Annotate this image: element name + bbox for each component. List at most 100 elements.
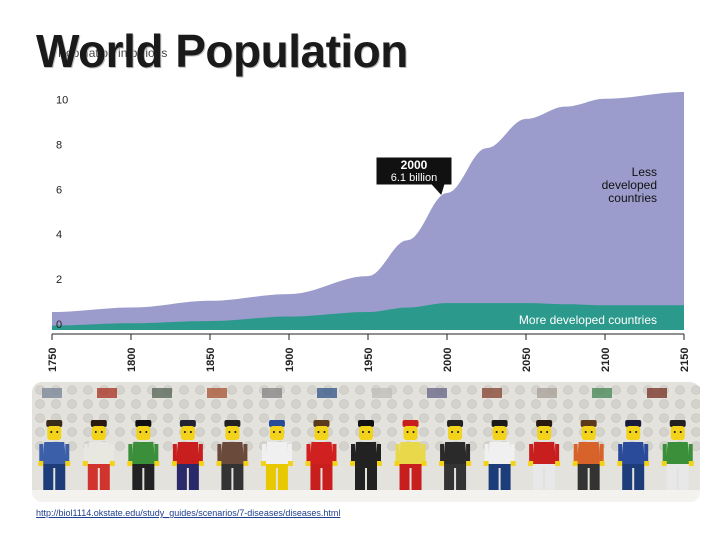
figure-eye — [368, 431, 370, 433]
figure-hand — [439, 461, 445, 466]
stud — [691, 413, 700, 423]
figure-hips — [355, 464, 377, 468]
stud — [515, 413, 525, 423]
figure-eye — [317, 431, 320, 433]
stud — [243, 413, 253, 423]
figure-hand — [305, 461, 311, 466]
figure-eye — [590, 431, 593, 433]
stud — [515, 427, 525, 437]
stud — [115, 441, 125, 451]
stud — [515, 399, 525, 409]
figure-leg — [367, 468, 377, 490]
figure-arm — [466, 444, 471, 462]
y-tick-layer: 0 2 4 6 8 10 — [56, 94, 68, 331]
figure-eye — [451, 431, 454, 433]
figure-hips — [399, 464, 422, 468]
figure-arm — [172, 444, 177, 462]
stud — [227, 399, 237, 409]
stud — [195, 413, 205, 423]
stud — [419, 399, 429, 409]
figure-head — [448, 426, 463, 440]
accent-brick — [317, 388, 337, 398]
stud — [467, 427, 477, 437]
figure-hips — [488, 464, 511, 468]
accent-brick — [427, 388, 447, 398]
stud — [67, 385, 77, 395]
stud — [67, 427, 77, 437]
stud — [435, 427, 445, 437]
figure-eye — [183, 431, 186, 433]
stud — [403, 399, 413, 409]
stud — [675, 399, 685, 409]
stud — [83, 385, 93, 395]
figure-hips — [43, 464, 66, 468]
stud — [483, 399, 493, 409]
stud — [339, 427, 349, 437]
figure-hand — [644, 461, 650, 466]
figure-head — [269, 426, 284, 440]
stud — [691, 399, 700, 409]
figure-arm — [377, 444, 381, 462]
stud — [243, 427, 253, 437]
figure-arm — [65, 444, 70, 462]
figure-head — [626, 426, 641, 440]
figure-torso — [220, 442, 245, 464]
figure-hand — [688, 461, 694, 466]
figure-hand — [466, 461, 472, 466]
figure-head — [91, 426, 106, 440]
figure-hand — [198, 461, 204, 466]
stud — [531, 399, 541, 409]
figure-eye — [234, 431, 237, 433]
figure-arm — [618, 444, 623, 462]
stud — [467, 399, 477, 409]
figure-head — [47, 426, 62, 440]
figure-eye — [501, 431, 504, 433]
figure-hand — [555, 461, 561, 466]
figure-hair — [447, 420, 464, 427]
figure-eye — [50, 431, 53, 433]
x-tick-label: 2000 — [442, 348, 454, 372]
figure-leg — [622, 468, 633, 490]
stud — [307, 413, 317, 423]
figure-arm — [395, 444, 400, 462]
figure-eye — [412, 431, 415, 433]
figure-hair — [46, 420, 63, 427]
stud — [243, 399, 253, 409]
figure-hips — [265, 464, 288, 468]
stud — [563, 399, 573, 409]
stud — [211, 427, 221, 437]
figure-arm — [421, 444, 426, 462]
stud — [595, 427, 605, 437]
figure-arm — [332, 444, 337, 462]
stud — [35, 427, 45, 437]
figure-eye — [406, 431, 409, 433]
area-layer — [52, 92, 684, 330]
figure-eye — [323, 431, 326, 433]
figure-head — [403, 426, 418, 440]
series-labels: Less developed countries More developed cou… — [519, 165, 657, 327]
stud — [67, 413, 77, 423]
stud — [355, 399, 365, 409]
stud — [291, 385, 301, 395]
stud — [147, 399, 157, 409]
source-link[interactable]: http://biol1114.okstate.edu/study_guides… — [36, 508, 341, 518]
stud — [83, 399, 93, 409]
stud — [691, 427, 700, 437]
figure-leg — [221, 468, 232, 490]
figure-torso — [264, 442, 289, 464]
stud — [371, 399, 381, 409]
figure-leg — [545, 468, 556, 490]
figure-torso — [621, 442, 646, 464]
stud — [163, 413, 173, 423]
stud — [387, 427, 397, 437]
figure-hips — [444, 464, 467, 468]
figure-arm — [261, 444, 266, 462]
figure-arm — [83, 444, 88, 462]
stud — [339, 385, 349, 395]
more-developed-area — [52, 303, 684, 330]
figure-hair — [625, 420, 642, 427]
figure-hand — [260, 461, 266, 466]
x-tick-label: 1800 — [126, 348, 138, 372]
stud — [435, 413, 445, 423]
